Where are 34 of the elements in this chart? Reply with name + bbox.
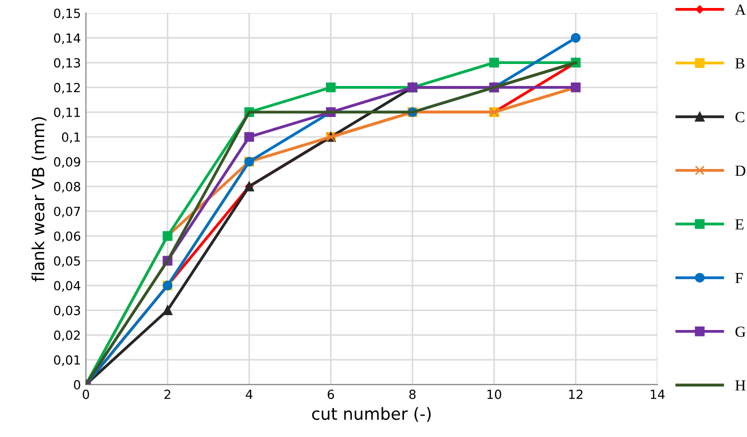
y-tick-label: 0,13: [54, 58, 80, 69]
x-tick-label: 8: [409, 390, 416, 400]
x-tick-label: 14: [650, 390, 665, 399]
y-axis-title: flank wear VB (mm): [32, 117, 46, 282]
x-tick-label: 0: [82, 390, 90, 400]
y-tick-label: 0,15: [54, 8, 80, 20]
x-axis-title: cut number (-): [312, 407, 431, 422]
y-tick-label: 0,06: [54, 231, 80, 242]
y-tick-label: 0,04: [54, 280, 80, 292]
y-tick-label: 0,12: [54, 82, 80, 94]
x-tick-label: 10: [488, 390, 502, 400]
y-tick-label: 0,11: [54, 108, 80, 118]
y-tick-label: 0,08: [54, 182, 80, 193]
y-tick-label: 0,14: [54, 33, 80, 44]
legend-label: E: [735, 219, 744, 230]
x-tick-label: 6: [328, 390, 334, 400]
y-tick-label: 0,03: [54, 306, 80, 316]
legend-label: D: [735, 166, 746, 176]
legend-label: B: [735, 58, 744, 68]
y-tick-label: 0,1: [62, 132, 80, 144]
legend-label: F: [735, 273, 743, 284]
legend-label: A: [735, 4, 746, 15]
y-tick-label: 0: [74, 380, 80, 390]
x-tick-label: 2: [164, 390, 170, 399]
y-tick-label: 0,05: [54, 256, 80, 267]
x-tick-label: 12: [569, 390, 582, 399]
y-tick-label: 0,09: [54, 157, 80, 168]
legend-label: H: [735, 380, 746, 390]
x-tick-label: 4: [246, 390, 252, 399]
legend-label: C: [736, 112, 744, 122]
y-tick-label: 0,02: [54, 330, 80, 342]
legend-label: G: [736, 326, 746, 337]
y-tick-label: 0,07: [54, 206, 80, 218]
y-tick-label: 0,01: [54, 355, 80, 366]
